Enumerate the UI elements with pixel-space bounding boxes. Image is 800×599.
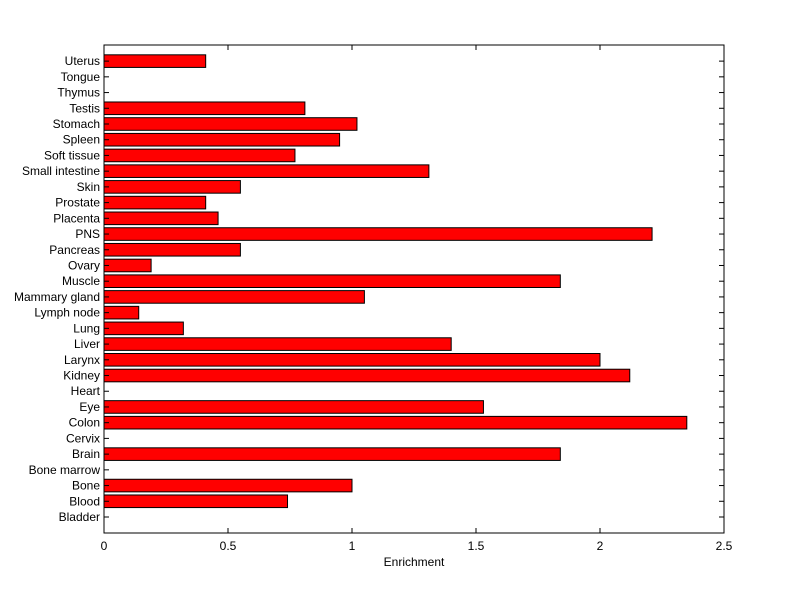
bar-muscle	[103, 274, 561, 288]
x-tick-label-1: 0.5	[220, 539, 237, 553]
y-tick-label-kidney: Kidney	[63, 369, 100, 383]
x-axis-label: Enrichment	[384, 555, 445, 569]
x-tick-label-4: 2	[597, 539, 604, 553]
y-tick-label-thymus: Thymus	[57, 86, 100, 100]
y-tick-label-brain: Brain	[72, 447, 100, 461]
y-tick-label-prostate: Prostate	[55, 196, 100, 210]
bar-pns	[103, 227, 653, 241]
y-tick-label-lymph-node: Lymph node	[34, 306, 100, 320]
bar-spleen	[103, 132, 341, 147]
y-tick-label-bone-marrow: Bone marrow	[29, 463, 101, 477]
y-tick-label-tongue: Tongue	[61, 70, 101, 84]
bar-kidney	[103, 368, 631, 383]
y-tick-label-bladder: Bladder	[59, 510, 100, 524]
y-tick-label-mammary-gland: Mammary gland	[14, 290, 100, 304]
y-tick-label-small-intestine: Small intestine	[22, 164, 100, 178]
y-tick-label-spleen: Spleen	[63, 133, 100, 147]
y-tick-label-colon: Colon	[69, 416, 100, 430]
bar-mammary-gland	[103, 290, 365, 304]
bar-soft-tissue	[103, 148, 296, 163]
x-tick-label-3: 1.5	[468, 539, 485, 553]
bar-placenta	[103, 211, 219, 226]
bar-colon	[103, 415, 688, 430]
bar-stomach	[103, 117, 358, 131]
x-tick-label-0: 0	[101, 539, 108, 553]
y-tick-label-pns: PNS	[75, 227, 100, 241]
bar-larynx	[103, 353, 601, 367]
x-tick-label-5: 2.5	[716, 539, 733, 553]
y-tick-label-larynx: Larynx	[64, 353, 100, 367]
bar-uterus	[103, 54, 207, 68]
bar-small-intestine	[103, 164, 430, 178]
y-tick-label-skin: Skin	[77, 180, 100, 194]
y-tick-label-eye: Eye	[79, 400, 100, 414]
y-tick-label-cervix: Cervix	[66, 431, 100, 445]
bar-brain	[103, 447, 561, 461]
y-tick-label-liver: Liver	[74, 337, 100, 351]
bar-prostate	[103, 195, 207, 210]
y-tick-label-placenta: Placenta	[53, 211, 100, 225]
bar-liver	[103, 337, 452, 351]
x-tick-label-2: 1	[349, 539, 356, 553]
y-tick-label-heart: Heart	[71, 384, 101, 398]
bar-blood	[103, 494, 289, 509]
bars-group	[103, 54, 688, 509]
bar-lung	[103, 321, 184, 336]
bar-lymph-node	[103, 305, 140, 320]
y-tick-label-uterus: Uterus	[65, 54, 100, 68]
y-tick-label-ovary: Ovary	[68, 258, 100, 272]
y-tick-label-soft-tissue: Soft tissue	[44, 148, 100, 162]
x-tick-group: 0 0.5 1 1.5 2 2.5	[101, 45, 733, 553]
bar-eye	[103, 400, 484, 414]
bar-skin	[103, 180, 241, 194]
bar-ovary	[103, 258, 152, 273]
y-tick-label-bone: Bone	[72, 479, 100, 493]
y-tick-label-stomach: Stomach	[53, 117, 100, 131]
bar-testis	[103, 101, 306, 116]
bar-pancreas	[103, 242, 241, 257]
y-tick-label-pancreas: Pancreas	[49, 243, 100, 257]
y-tick-label-testis: Testis	[69, 101, 100, 115]
y-tick-label-blood: Blood	[69, 494, 100, 508]
bar-bone	[103, 478, 353, 493]
y-tick-label-muscle: Muscle	[62, 274, 100, 288]
y-tick-label-lung: Lung	[73, 321, 100, 335]
